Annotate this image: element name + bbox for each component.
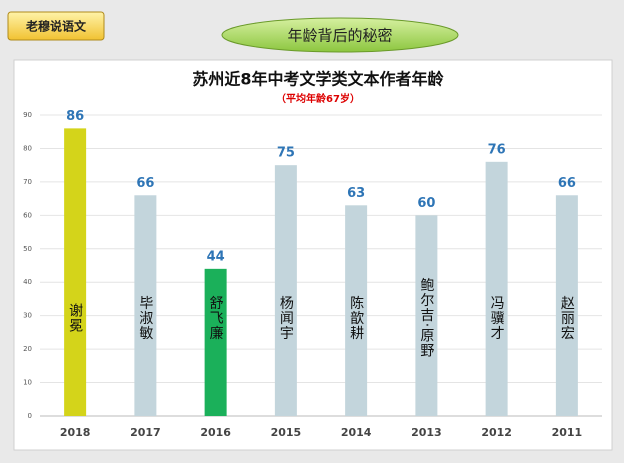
y-tick-label: 0 [28,412,32,420]
banner-oval [221,17,459,53]
bar [485,161,508,416]
bar-name: 杨闻宇 [278,296,294,341]
data-label: 66 [558,176,576,191]
x-tick-label: 2011 [552,426,583,439]
bar-name: 毕淑敏 [137,296,153,341]
y-tick-label: 10 [23,379,32,387]
y-tick-label: 90 [23,111,32,119]
data-label: 76 [488,142,506,157]
label-box [7,11,105,41]
header-label: 老穆说语文 [26,19,87,34]
data-label: 75 [277,146,295,161]
y-tick-label: 20 [23,345,32,353]
plot: 0 10 20 30 40 50 60 70 80 90 2018 86 谢冕 2017 66 毕淑敏 2016… [23,109,602,439]
x-tick-label: 2018 [60,426,91,439]
x-tick-label: 2016 [200,426,231,439]
bar-name: 冯骥才 [489,296,505,341]
bar [345,205,368,416]
bar-name: 鲍尔吉·原野 [418,278,434,358]
y-tick-label: 50 [23,245,32,253]
banner-title: 年龄背后的秘密 [287,27,392,45]
bar-name: 舒飞廉 [208,296,224,341]
x-tick-label: 2012 [481,426,512,439]
bar [555,195,578,416]
bar [274,165,297,416]
data-label: 63 [347,186,365,201]
bar [204,268,227,416]
y-tick-label: 60 [23,211,32,219]
chart-panel [13,59,613,451]
bar [415,215,438,416]
x-tick-label: 2015 [271,426,302,439]
bar-name: 陈歆耕 [348,295,364,341]
x-tick-label: 2014 [341,426,372,439]
data-label: 66 [136,176,154,191]
chart-title: 苏州近8年中考文学类文本作者年龄 [192,70,444,89]
bar [64,128,87,416]
x-tick-label: 2017 [130,426,161,439]
data-label: 86 [66,109,84,124]
y-tick-label: 80 [23,144,32,152]
data-label: 44 [207,249,225,264]
x-tick-label: 2013 [411,426,442,439]
y-tick-label: 40 [23,278,32,286]
bar [134,195,157,416]
bar-name: 谢冕 [67,303,83,333]
y-tick-label: 70 [23,178,32,186]
data-label: 60 [417,196,435,211]
bar-name: 赵丽宏 [559,296,575,341]
chart-subtitle: （平均年龄67岁） [276,92,360,105]
y-tick-label: 30 [23,312,32,320]
